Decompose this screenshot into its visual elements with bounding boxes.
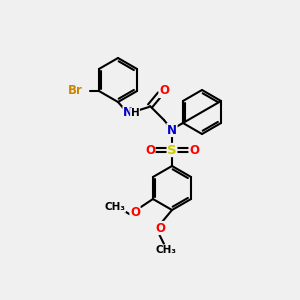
Text: CH₃: CH₃: [155, 245, 176, 255]
Text: O: O: [130, 206, 140, 220]
Text: N: N: [167, 124, 177, 136]
Text: Br: Br: [68, 85, 83, 98]
Text: CH₃: CH₃: [104, 202, 125, 212]
Text: N: N: [123, 106, 133, 119]
Text: S: S: [167, 143, 177, 157]
Text: O: O: [159, 85, 169, 98]
Text: O: O: [189, 143, 199, 157]
Text: O: O: [155, 221, 165, 235]
Text: O: O: [145, 143, 155, 157]
Text: H: H: [130, 108, 140, 118]
